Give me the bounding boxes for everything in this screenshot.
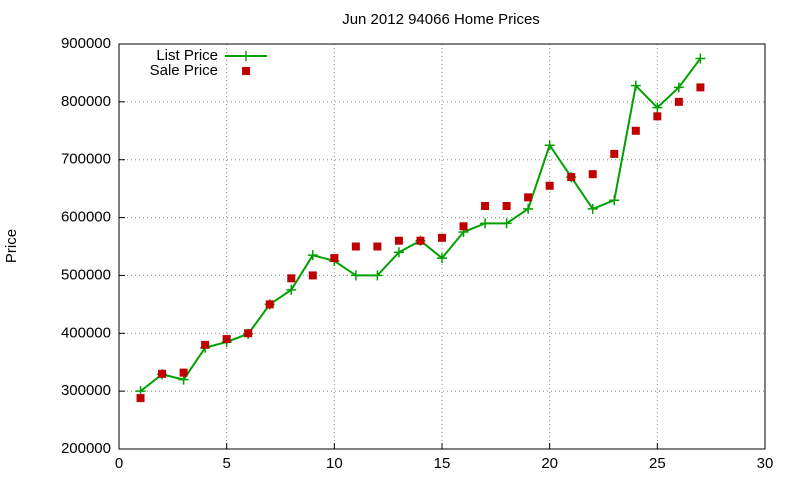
y-tick-label: 700000: [61, 151, 111, 168]
data-point: [480, 218, 491, 229]
data-point: [588, 170, 597, 179]
x-tick-label: 10: [326, 455, 343, 472]
legend-label: Sale Price: [150, 62, 218, 79]
data-point: [437, 253, 447, 264]
data-point: [286, 284, 297, 295]
data-point: [136, 394, 145, 403]
data-point: [330, 254, 339, 263]
data-point: [545, 181, 554, 190]
data-point: [287, 274, 296, 283]
y-tick-label: 300000: [61, 382, 111, 399]
data-point: [201, 340, 210, 349]
legend-marker: [241, 51, 251, 61]
data-point: [222, 335, 231, 344]
data-point: [265, 300, 274, 309]
data-point: [544, 140, 555, 151]
data-point: [459, 222, 468, 231]
data-point: [631, 126, 640, 135]
data-point: [524, 193, 533, 202]
data-point: [307, 250, 318, 261]
data-point: [653, 112, 662, 121]
data-point: [158, 369, 167, 378]
data-point: [394, 236, 403, 245]
x-tick-label: 0: [115, 455, 123, 472]
data-point: [308, 271, 317, 280]
y-tick-label: 800000: [61, 93, 111, 110]
x-tick-label: 15: [434, 455, 451, 472]
legend-marker: [242, 67, 250, 75]
y-axis-label: Price: [3, 229, 20, 263]
y-tick-label: 600000: [61, 209, 111, 226]
data-point: [502, 202, 511, 210]
data-point: [372, 270, 383, 281]
x-tick-label: 25: [649, 455, 666, 472]
data-point: [351, 242, 360, 251]
data-point: [523, 203, 534, 214]
data-point: [630, 80, 641, 91]
data-point: [674, 97, 683, 106]
data-point: [244, 329, 253, 338]
data-point: [652, 102, 663, 113]
data-point: [695, 53, 706, 64]
legend-label: List Price: [156, 47, 218, 64]
data-point: [350, 270, 361, 281]
x-tick-label: 5: [222, 455, 230, 472]
data-point: [587, 203, 598, 214]
data-point: [416, 236, 425, 245]
data-point: [393, 247, 404, 258]
data-point: [481, 202, 490, 210]
data-point: [696, 83, 705, 92]
data-point: [501, 218, 512, 229]
y-tick-label: 900000: [61, 35, 111, 52]
y-tick-label: 400000: [61, 324, 111, 341]
data-point: [673, 82, 684, 93]
data-point: [179, 368, 188, 377]
y-tick-label: 500000: [61, 266, 111, 283]
data-point: [610, 149, 619, 158]
data-point: [438, 233, 446, 242]
y-tick-label: 200000: [61, 440, 111, 457]
data-point: [609, 195, 620, 206]
x-tick-label: 20: [541, 455, 558, 472]
x-tick-label: 30: [757, 455, 774, 472]
chart-title: Jun 2012 94066 Home Prices: [342, 11, 540, 28]
data-point: [567, 173, 576, 182]
plot-border: [118, 43, 766, 450]
data-point: [373, 242, 382, 251]
